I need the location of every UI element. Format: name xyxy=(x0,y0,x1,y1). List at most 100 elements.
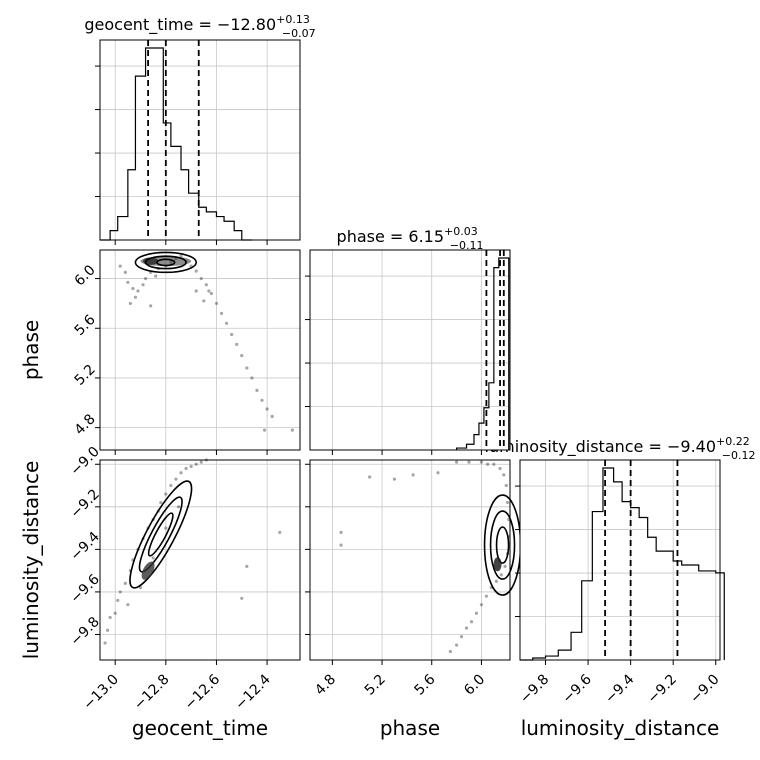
scatter-point xyxy=(103,641,107,645)
scatter-point xyxy=(194,269,198,273)
scatter-point xyxy=(469,620,474,624)
scatter-point xyxy=(265,407,269,411)
scatter-point xyxy=(126,603,130,607)
panel-background xyxy=(100,40,300,240)
scatter-point xyxy=(278,530,282,534)
scatter-point xyxy=(392,477,397,481)
scatter-point xyxy=(113,611,117,615)
xlabel-phase: phase xyxy=(380,716,440,740)
scatter-point xyxy=(141,283,145,287)
scatter-point xyxy=(204,283,208,287)
scatter-point xyxy=(128,301,132,306)
scatter-point xyxy=(240,596,244,600)
tick-label-x: 5.2 xyxy=(362,672,389,699)
scatter-point xyxy=(494,579,498,583)
contour-line xyxy=(495,526,510,564)
scatter-point xyxy=(136,289,140,293)
contour-line xyxy=(138,496,183,573)
tick-label-x: −12.8 xyxy=(131,672,173,714)
scatter-point xyxy=(123,581,127,586)
panel-border xyxy=(99,459,301,661)
scatter-point xyxy=(498,466,502,471)
tick-label-x: −9.8 xyxy=(517,672,552,707)
scatter-point xyxy=(118,590,122,594)
ylabel-phase: phase xyxy=(19,320,43,380)
scatter-point xyxy=(159,500,163,505)
histogram-step xyxy=(455,257,510,450)
scatter-point xyxy=(499,573,503,577)
tick-label-x: −9.0 xyxy=(687,672,722,707)
title-geocent-time: geocent_time = −12.80+0.13 −0.07 xyxy=(84,13,315,40)
scatter-point xyxy=(164,492,168,496)
scatter-point xyxy=(467,460,471,464)
scatter-point xyxy=(250,376,254,380)
title-luminosity-distance: luminosity_distance = −9.40+0.22 −0.12 xyxy=(485,435,756,462)
tick-label-x: −9.2 xyxy=(645,672,680,707)
scatter-point xyxy=(339,543,343,547)
scatter-point xyxy=(484,594,488,598)
panel-background xyxy=(310,460,510,660)
tick-label-y: 6.0 xyxy=(72,262,99,289)
scatter-point xyxy=(505,500,510,505)
scatter-point xyxy=(194,462,198,466)
panel-border xyxy=(519,459,721,661)
scatter-point xyxy=(176,505,181,509)
tick-label-x: −12.4 xyxy=(232,671,274,713)
tick-label-x: −9.4 xyxy=(602,671,637,706)
scatter-point xyxy=(245,366,249,370)
panel-ld-vs-geocent-time xyxy=(95,458,301,665)
contour-line xyxy=(489,510,516,580)
scatter-point xyxy=(174,477,178,481)
scatter-point xyxy=(164,526,168,530)
scatter-point xyxy=(199,276,203,281)
scatter-point xyxy=(479,603,484,607)
tick-label-y: −9.8 xyxy=(67,614,102,649)
tick-label-x: 5.6 xyxy=(412,671,439,698)
scatter-point xyxy=(486,462,490,466)
xlabel-geocent-time: geocent_time xyxy=(132,716,268,740)
scatter-point xyxy=(224,321,229,325)
scatter-point xyxy=(199,460,203,464)
density-core xyxy=(493,557,502,572)
scatter-point xyxy=(436,471,440,475)
scatter-point xyxy=(108,615,112,620)
scatter-point xyxy=(492,462,496,466)
scatter-point xyxy=(454,643,459,647)
scatter-point xyxy=(262,428,267,432)
scatter-point xyxy=(184,466,188,471)
scatter-point xyxy=(151,556,155,560)
contour-line xyxy=(156,258,176,267)
xlabel-luminosity-distance: luminosity_distance xyxy=(521,716,720,740)
panel-background xyxy=(100,250,300,450)
tick-label-y: −9.4 xyxy=(67,529,102,564)
panel-background xyxy=(310,250,510,450)
scatter-point xyxy=(126,280,130,284)
scatter-point xyxy=(189,464,193,468)
scatter-point xyxy=(179,471,183,475)
tick-label-x: 6.0 xyxy=(461,672,488,699)
panel-hist-phase xyxy=(305,249,511,455)
scatter-point xyxy=(502,473,506,477)
panel-background xyxy=(100,460,300,660)
scatter-point xyxy=(131,286,135,291)
panel-ld-vs-phase xyxy=(305,459,522,665)
scatter-point xyxy=(118,264,122,268)
scatter-point xyxy=(169,483,173,488)
contour-line xyxy=(147,512,174,557)
scatter-point xyxy=(245,564,249,568)
tick-label-x: −9.6 xyxy=(560,671,595,706)
scatter-point xyxy=(503,564,507,568)
scatter-point xyxy=(219,311,224,315)
panel-phase-vs-geocent-time xyxy=(95,249,301,455)
panel-hist-luminosity-distance xyxy=(515,459,725,665)
scatter-point xyxy=(179,254,183,258)
scatter-point xyxy=(474,611,479,615)
panel-border xyxy=(99,39,301,241)
scatter-point xyxy=(235,342,239,347)
scatter-point xyxy=(133,295,138,299)
scatter-point xyxy=(368,475,372,479)
scatter-point xyxy=(154,274,158,278)
panel-border xyxy=(309,249,511,451)
tick-label-x: 4.8 xyxy=(312,672,339,699)
panel-border xyxy=(309,459,511,661)
